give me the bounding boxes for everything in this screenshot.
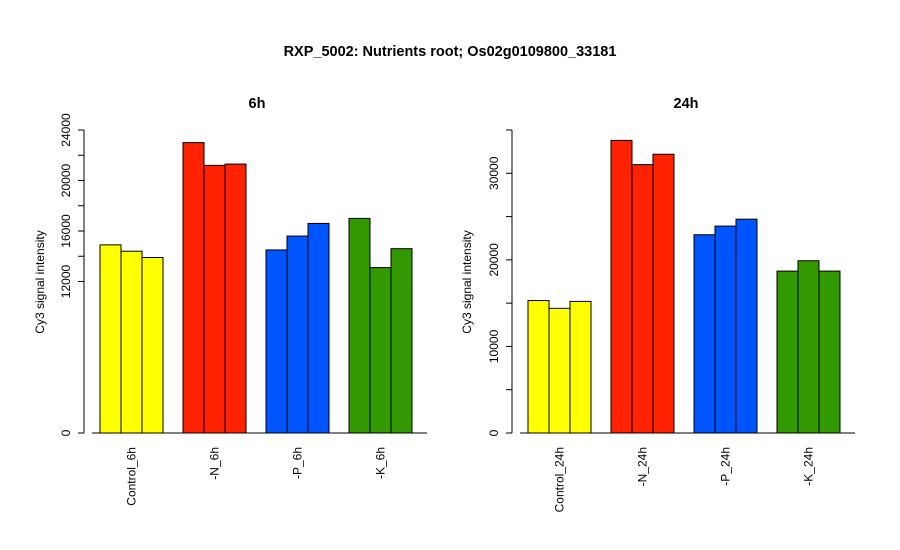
bar-24h-1-0 [610, 139, 633, 434]
y-tick-label-6h: 16000 [59, 214, 73, 248]
bar-6h-2-0 [265, 249, 288, 434]
panel-24h: 24h Cy3 signal intensity 0 10000 20000 3000… [460, 96, 855, 512]
categories-6h: Control_6h -N_6h -P_6h -K_6h [125, 447, 388, 506]
y-tick-label-6h: 0 [59, 429, 73, 436]
panel-title-24h: 24h [674, 96, 699, 112]
y-axis-label-6h: Cy3 signal intensity [33, 230, 47, 333]
y-axis-24h: 0 10000 20000 30000 [487, 129, 513, 436]
panel-6h: 6h Cy3 signal intensity 0 12000 16000 20000… [33, 96, 427, 506]
bars-6h [99, 142, 413, 434]
categories-24h: Control_24h -N_24h -P_24h -K_24h [553, 447, 816, 512]
bar-24h-0-2 [569, 300, 592, 434]
bar-6h-0-1 [120, 250, 143, 434]
y-tick-label-6h: 20000 [59, 163, 73, 197]
y-tick-label-24h: 20000 [487, 243, 501, 277]
bar-6h-3-0 [348, 217, 371, 434]
bar-24h-0-0 [527, 300, 550, 434]
category-label-6h-2: -P_6h [291, 447, 305, 479]
bar-6h-1-2 [224, 163, 247, 434]
bar-6h-1-0 [182, 142, 205, 434]
bar-6h-1-1 [203, 164, 226, 434]
bar-24h-1-1 [631, 164, 654, 434]
y-tick-label-6h: 24000 [59, 113, 73, 147]
category-label-24h-0: Control_24h [553, 447, 567, 512]
figure-title: RXP_5002: Nutrients root; Os02g0109800_3… [284, 44, 617, 60]
bar-6h-2-2 [307, 222, 330, 434]
bar-6h-3-1 [369, 267, 392, 434]
panel-title-6h: 6h [249, 96, 266, 112]
bar-24h-0-1 [548, 307, 571, 434]
category-label-24h-2: -P_24h [719, 447, 733, 486]
category-label-24h-3: -K_24h [802, 447, 816, 486]
category-label-24h-1: -N_24h [636, 447, 650, 486]
bar-24h-3-1 [797, 260, 820, 434]
y-tick-label-6h: 12000 [59, 264, 73, 298]
bar-24h-2-2 [735, 218, 758, 434]
bar-24h-3-0 [776, 270, 799, 434]
bar-6h-0-0 [99, 244, 122, 434]
bar-24h-2-1 [714, 225, 737, 434]
category-label-6h-3: -K_6h [374, 447, 388, 479]
bar-6h-2-1 [286, 235, 309, 434]
bar-24h-1-2 [652, 153, 675, 434]
bar-6h-0-2 [141, 257, 164, 434]
bar-6h-3-2 [390, 248, 413, 434]
y-tick-label-24h: 30000 [487, 156, 501, 190]
y-axis-6h: 0 12000 16000 20000 24000 [59, 113, 85, 436]
y-tick-label-24h: 0 [487, 429, 501, 436]
category-label-6h-0: Control_6h [125, 447, 139, 506]
bars-24h [527, 139, 841, 434]
bar-24h-3-2 [818, 270, 841, 434]
y-axis-label-24h: Cy3 signal intensity [460, 230, 474, 333]
category-label-6h-1: -N_6h [208, 447, 222, 480]
bar-24h-2-0 [693, 234, 716, 434]
y-tick-label-24h: 10000 [487, 329, 501, 363]
